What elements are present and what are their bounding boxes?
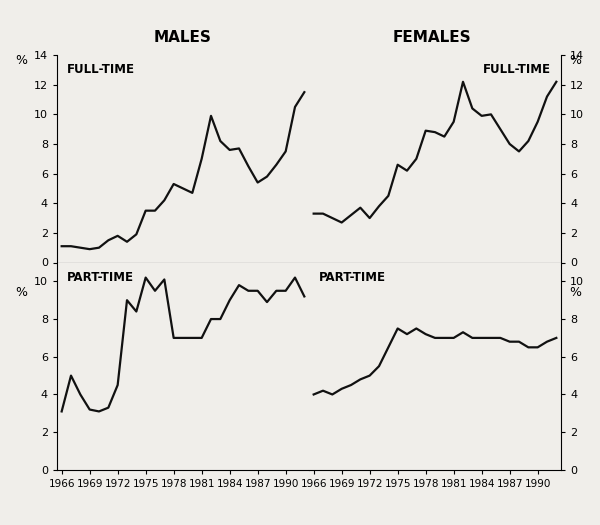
Text: %: % (569, 286, 581, 299)
Text: %: % (15, 286, 27, 299)
Text: MALES: MALES (154, 29, 212, 45)
Text: %: % (569, 54, 581, 67)
Text: FULL-TIME: FULL-TIME (483, 64, 551, 77)
Text: PART-TIME: PART-TIME (319, 271, 386, 284)
Text: %: % (15, 54, 27, 67)
Text: PART-TIME: PART-TIME (67, 271, 134, 284)
Text: FULL-TIME: FULL-TIME (67, 64, 135, 77)
Text: FEMALES: FEMALES (392, 29, 472, 45)
